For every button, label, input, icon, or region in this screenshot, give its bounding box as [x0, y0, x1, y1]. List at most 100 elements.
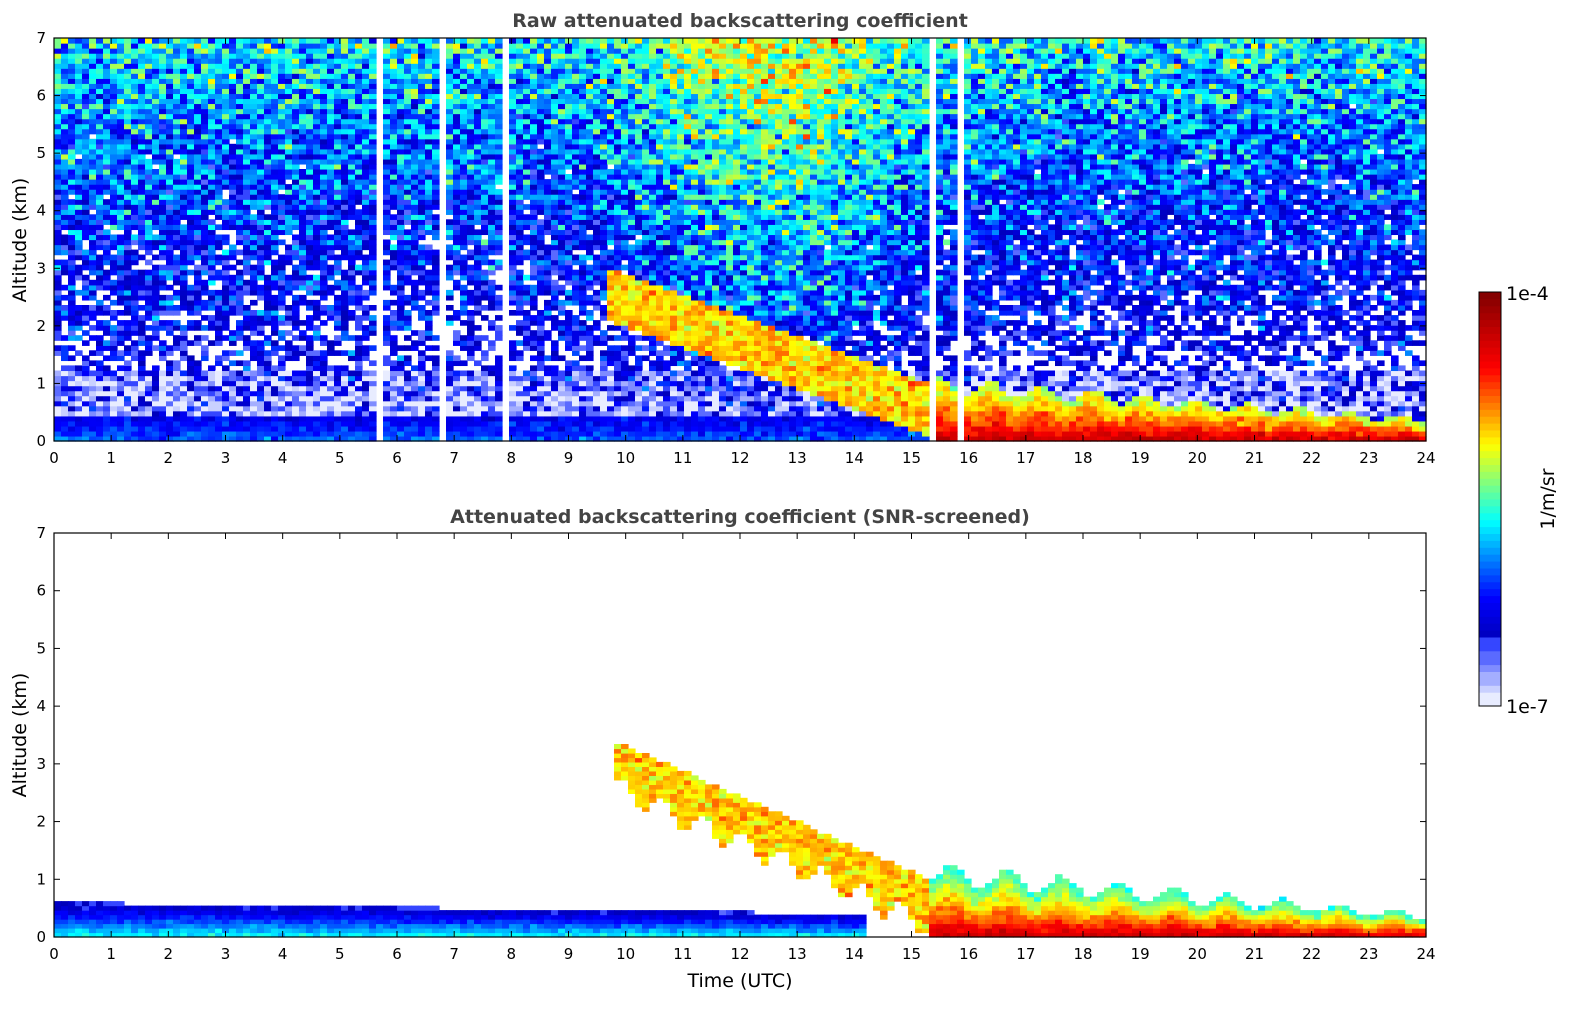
heatmap-cell — [103, 410, 111, 417]
heatmap-cell — [544, 48, 552, 54]
heatmap-cell — [229, 420, 237, 427]
heatmap-cell — [208, 400, 216, 407]
heatmap-cell — [68, 405, 76, 412]
heatmap-cell — [418, 189, 426, 195]
heatmap-cell — [124, 214, 132, 220]
heatmap-cell — [327, 38, 335, 44]
heatmap-cell — [383, 88, 391, 95]
heatmap-cell — [390, 163, 398, 170]
heatmap-cell — [229, 58, 237, 64]
heatmap-cell — [446, 143, 454, 150]
heatmap-cell — [236, 320, 244, 326]
heatmap-cell — [383, 204, 391, 210]
heatmap-cell — [82, 360, 90, 367]
heatmap-cell — [474, 269, 482, 276]
heatmap-cell — [383, 148, 391, 155]
heatmap-cell — [145, 395, 153, 402]
heatmap-cell — [313, 284, 321, 291]
heatmap-cell — [173, 133, 181, 140]
heatmap-cell — [544, 189, 552, 195]
heatmap-cell — [397, 214, 405, 220]
heatmap-cell — [152, 138, 160, 145]
heatmap-cell — [173, 123, 181, 130]
heatmap-cell — [306, 73, 314, 79]
heatmap-cell — [222, 410, 230, 417]
heatmap-cell — [495, 38, 503, 44]
heatmap-cell — [320, 189, 328, 195]
heatmap-cell — [117, 365, 125, 372]
heatmap-cell — [404, 425, 412, 432]
heatmap-cell — [243, 345, 251, 351]
heatmap-cell — [551, 204, 559, 210]
heatmap-cell — [96, 405, 104, 412]
heatmap-cell — [355, 68, 363, 74]
heatmap-cell — [96, 259, 104, 266]
heatmap-cell — [369, 123, 377, 130]
heatmap-cell — [551, 294, 559, 301]
heatmap-cell — [103, 380, 111, 387]
heatmap-cell — [509, 340, 517, 346]
heatmap-cell — [278, 88, 286, 95]
heatmap-cell — [460, 269, 468, 276]
heatmap-cell — [460, 169, 468, 175]
heatmap-cell — [152, 244, 160, 251]
heatmap-cell — [390, 244, 398, 251]
heatmap-cell — [523, 53, 531, 59]
heatmap-cell — [390, 284, 398, 291]
heatmap-cell — [68, 315, 76, 321]
heatmap-cell — [320, 249, 328, 256]
heatmap-cell — [61, 118, 69, 125]
heatmap-cell — [551, 123, 559, 130]
heatmap-cell — [159, 284, 167, 291]
heatmap-cell — [264, 350, 272, 356]
heatmap-cell — [229, 113, 237, 120]
heatmap-cell — [313, 118, 321, 125]
heatmap-cell — [208, 375, 216, 382]
heatmap-cell — [96, 194, 104, 200]
heatmap-cell — [334, 239, 342, 246]
heatmap-cell — [243, 209, 251, 215]
heatmap-cell — [96, 279, 104, 286]
heatmap-cell — [362, 103, 370, 110]
heatmap-cell — [299, 194, 307, 200]
heatmap-cell — [544, 355, 552, 362]
heatmap-cell — [530, 83, 538, 89]
heatmap-cell — [75, 249, 83, 256]
heatmap-cell — [467, 320, 475, 326]
heatmap-cell — [243, 189, 251, 195]
heatmap-cell — [117, 158, 125, 165]
heatmap-cell — [306, 179, 314, 185]
heatmap-cell — [530, 405, 538, 412]
heatmap-cell — [285, 254, 293, 261]
heatmap-cell — [159, 420, 167, 427]
heatmap-cell — [187, 425, 195, 432]
heatmap-cell — [544, 264, 552, 271]
heatmap-cell — [460, 63, 468, 69]
heatmap-cell — [467, 249, 475, 256]
heatmap-cell — [166, 123, 174, 130]
heatmap-cell — [334, 199, 342, 205]
heatmap-cell — [390, 38, 398, 44]
heatmap-cell — [481, 199, 489, 205]
heatmap-cell — [257, 254, 265, 261]
heatmap-cell — [334, 204, 342, 210]
heatmap-cell — [292, 194, 300, 200]
heatmap-cell — [166, 158, 174, 165]
heatmap-cell — [348, 108, 356, 115]
heatmap-cell — [75, 78, 83, 84]
heatmap-cell — [89, 289, 97, 296]
heatmap-cell — [145, 169, 153, 175]
heatmap-cell — [215, 370, 223, 377]
heatmap-cell — [537, 68, 545, 74]
heatmap-cell — [68, 138, 76, 145]
heatmap-cell — [313, 239, 321, 246]
heatmap-cell — [390, 189, 398, 195]
heatmap-cell — [208, 194, 216, 200]
heatmap-cell — [131, 174, 139, 180]
heatmap-cell — [75, 400, 83, 407]
heatmap-cell — [404, 405, 412, 412]
heatmap-cell — [474, 138, 482, 145]
heatmap-cell — [418, 400, 426, 407]
heatmap-cell — [523, 380, 531, 387]
heatmap-cell — [362, 143, 370, 150]
